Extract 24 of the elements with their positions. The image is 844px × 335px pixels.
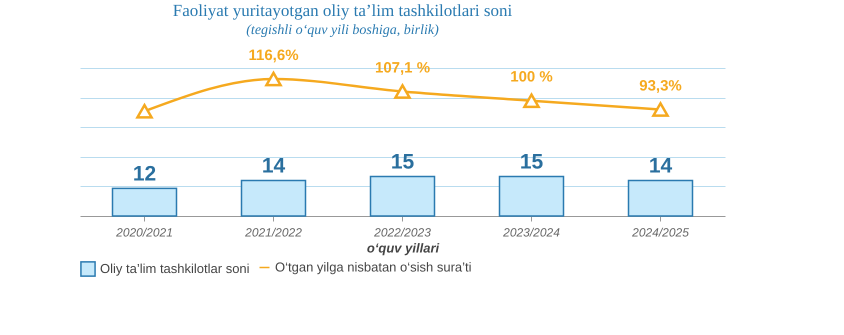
point [652, 102, 669, 117]
data-label: 15 [520, 150, 544, 174]
legend-label: Oliy ta’lim tashkilotlar soni [100, 261, 250, 276]
data-label: 100 % [510, 68, 553, 86]
x-tick-label: 2023/2024 [502, 226, 560, 240]
chart-title: Faoliyat yuritayotgan oliy ta’lim tashkilotlari soni [172, 1, 513, 20]
data-label: 14 [648, 154, 672, 178]
data-label: 14 [262, 154, 286, 178]
data-label: 93,3% [639, 78, 682, 95]
legend-label: O‘tgan yilga nisbatan o‘sish sura’ti [275, 260, 472, 274]
chart-subtitle: (tegishli o‘quv yili boshiga, birlik) [246, 23, 440, 38]
point [523, 93, 540, 108]
data-label: 12 [132, 162, 156, 186]
point [394, 84, 411, 99]
x-tick-label: 2020/2021 [115, 226, 173, 240]
data-label: 15 [390, 150, 414, 174]
x-tick-label: 2021/2022 [244, 226, 302, 240]
x-axis-title: o‘quv yillari [366, 240, 440, 256]
x-tick-label: 2024/2025 [631, 226, 690, 240]
data-label: 116,6% [248, 47, 299, 64]
point [136, 104, 153, 119]
data-label: 107,1 % [374, 59, 430, 76]
x-tick-label: 2022/2023 [373, 226, 432, 240]
point [265, 72, 282, 86]
